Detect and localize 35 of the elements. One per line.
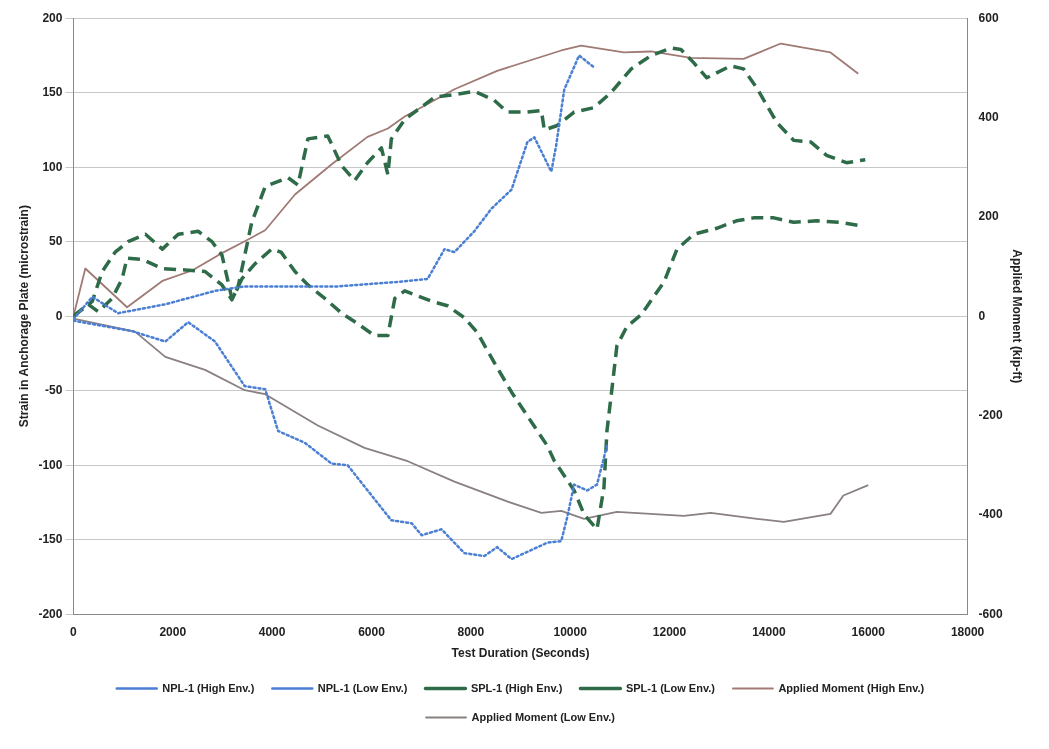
y2-tick-label: -600: [978, 606, 1003, 621]
x-tick-label: 8000: [457, 624, 485, 639]
y-tick-label: 150: [42, 85, 63, 100]
y-tick-label: -200: [38, 606, 63, 621]
legend-label: SPL-1 (Low Env.): [625, 681, 716, 694]
y-tick-label: 100: [42, 159, 63, 174]
y2-axis-title: Applied Moment (kip-ft): [1010, 249, 1025, 384]
x-tick-label: 16000: [851, 624, 886, 639]
y2-tick-label: 400: [978, 109, 999, 124]
y-tick-label: 50: [49, 234, 63, 249]
x-tick-label: 6000: [358, 624, 386, 639]
x-tick-label: 12000: [652, 624, 687, 639]
x-tick-label: 4000: [258, 624, 286, 639]
y-tick-label: -50: [45, 383, 63, 398]
x-tick-label: 2000: [159, 624, 187, 639]
legend-label: Applied Moment (High Env.): [778, 681, 925, 694]
y-axis-title: Strain in Anchorage Plate (microstrain): [16, 205, 31, 428]
x-axis-title: Test Duration (Seconds): [451, 646, 590, 661]
x-tick-label: 0: [70, 624, 78, 639]
x-tick-label: 18000: [950, 624, 985, 639]
x-tick-label: 10000: [553, 624, 588, 639]
y2-tick-label: 200: [978, 209, 999, 224]
y-tick-label: -150: [38, 532, 63, 547]
x-tick-label: 14000: [752, 624, 786, 639]
legend-label: NPL-1 (High Env.): [162, 681, 255, 694]
y2-tick-label: 0: [978, 308, 986, 323]
legend-label: Applied Moment (Low Env.): [471, 710, 616, 723]
y2-tick-label: -400: [978, 507, 1003, 522]
y-tick-label: -100: [38, 457, 63, 472]
y-tick-label: 0: [55, 308, 63, 323]
legend-label: NPL-1 (Low Env.): [317, 681, 408, 694]
y2-tick-label: -200: [978, 407, 1003, 422]
legend-label: SPL-1 (High Env.): [470, 681, 563, 694]
y-tick-label: 200: [42, 10, 63, 25]
y2-tick-label: 600: [978, 10, 999, 25]
